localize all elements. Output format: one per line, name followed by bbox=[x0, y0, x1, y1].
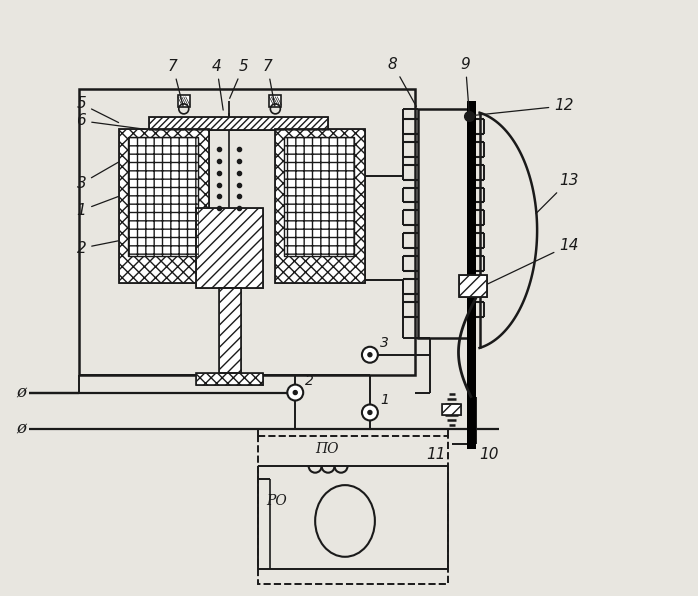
Text: ПО: ПО bbox=[315, 442, 339, 457]
Bar bbox=[119, 129, 209, 283]
Circle shape bbox=[362, 405, 378, 420]
Text: 12: 12 bbox=[473, 98, 574, 116]
Text: 13: 13 bbox=[536, 173, 579, 213]
Bar bbox=[417, 109, 470, 338]
Text: 3: 3 bbox=[380, 336, 389, 350]
Bar bbox=[195, 372, 263, 384]
Text: 5: 5 bbox=[77, 97, 119, 123]
Text: 14: 14 bbox=[488, 238, 579, 284]
Bar bbox=[459, 275, 487, 297]
Text: 1: 1 bbox=[380, 393, 389, 408]
Text: 9: 9 bbox=[461, 57, 470, 113]
Circle shape bbox=[293, 390, 297, 395]
Text: ø: ø bbox=[17, 421, 27, 438]
Circle shape bbox=[288, 384, 303, 401]
Bar bbox=[468, 101, 477, 449]
Text: 2: 2 bbox=[305, 374, 314, 387]
Bar bbox=[459, 275, 487, 297]
Bar bbox=[275, 129, 365, 283]
Bar bbox=[80, 89, 415, 375]
Circle shape bbox=[368, 411, 372, 414]
Bar bbox=[218, 288, 241, 372]
Circle shape bbox=[368, 353, 372, 357]
Text: 4: 4 bbox=[211, 58, 223, 110]
Bar bbox=[442, 403, 461, 415]
Text: 10: 10 bbox=[480, 447, 499, 462]
Bar bbox=[128, 136, 198, 256]
Bar bbox=[195, 372, 263, 384]
Text: 6: 6 bbox=[77, 113, 146, 129]
Bar bbox=[284, 136, 354, 256]
Text: 7: 7 bbox=[262, 58, 275, 106]
Text: 3: 3 bbox=[77, 162, 119, 191]
Text: 2: 2 bbox=[77, 241, 119, 256]
Bar bbox=[195, 209, 263, 288]
Circle shape bbox=[362, 347, 378, 363]
Bar bbox=[149, 117, 328, 130]
Text: 7: 7 bbox=[168, 58, 183, 106]
Bar bbox=[275, 129, 365, 283]
Text: 5: 5 bbox=[230, 58, 248, 98]
Bar bbox=[119, 129, 209, 283]
Text: 1: 1 bbox=[77, 197, 119, 218]
Bar bbox=[195, 209, 263, 288]
Text: ø: ø bbox=[17, 384, 27, 401]
Bar bbox=[218, 288, 241, 372]
Text: 8: 8 bbox=[388, 57, 416, 107]
Text: РО: РО bbox=[266, 494, 287, 508]
Bar bbox=[128, 136, 198, 256]
Bar bbox=[442, 403, 461, 415]
Bar bbox=[258, 436, 447, 583]
Text: 11: 11 bbox=[426, 447, 445, 462]
Bar bbox=[284, 136, 354, 256]
Bar bbox=[149, 117, 328, 130]
